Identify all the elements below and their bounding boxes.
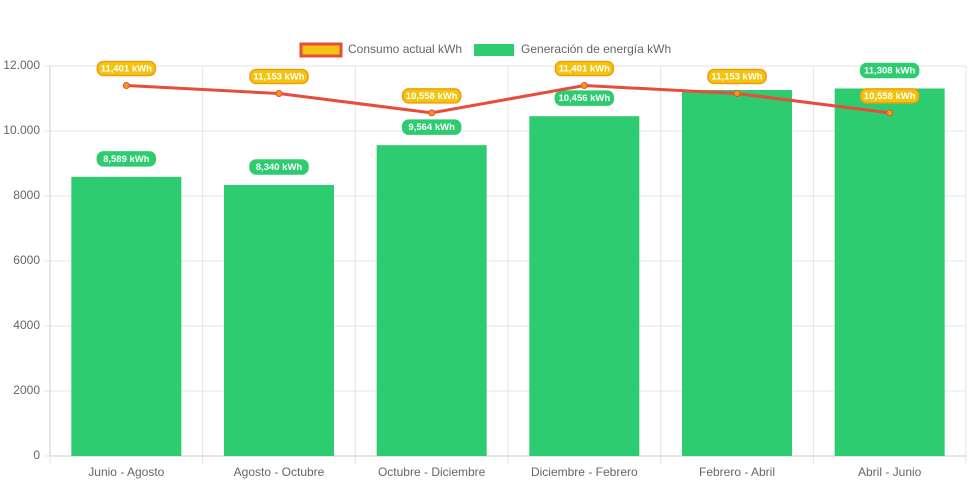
value-label: 10,456 kWh <box>558 93 610 104</box>
value-label: 10,558 kWh <box>864 91 916 102</box>
value-label-box <box>859 62 920 79</box>
bar <box>834 88 945 457</box>
x-tick-label: Junio - Agosto <box>88 465 164 479</box>
point <box>275 90 283 98</box>
value-label: 11,153 kWh <box>253 72 304 83</box>
value-label-box <box>401 88 462 104</box>
bar <box>376 145 487 457</box>
value-label-box <box>859 88 920 104</box>
point <box>428 109 436 117</box>
point <box>122 81 130 89</box>
legend-swatch <box>474 44 515 56</box>
value-label-box <box>707 68 767 85</box>
value-label: 10,558 kWh <box>406 91 458 102</box>
legend-label: Consumo actual kWh <box>348 42 462 56</box>
bar <box>529 116 640 457</box>
y-tick-label: 8000 <box>13 188 40 202</box>
point <box>733 90 741 98</box>
x-tick-label: Abril - Junio <box>858 465 922 479</box>
y-tick-label: 12.000 <box>3 58 40 72</box>
y-tick-label: 0 <box>33 448 40 462</box>
value-label: 11,401 kWh <box>559 63 610 74</box>
value-label-box <box>554 90 615 106</box>
value-label-box <box>96 151 157 167</box>
bar <box>71 176 182 457</box>
value-label-box <box>249 159 309 175</box>
value-label: 11,401 kWh <box>101 63 152 74</box>
point <box>886 109 894 117</box>
x-tick-label: Diciembre - Febrero <box>531 465 638 479</box>
value-label-box <box>554 60 615 77</box>
x-tick-label: Octubre - Diciembre <box>378 465 486 479</box>
y-tick-label: 10.000 <box>3 123 40 137</box>
line <box>126 83 890 115</box>
value-label: 8,340 kWh <box>256 162 303 173</box>
point <box>580 81 588 89</box>
value-label: 9,564 kWh <box>408 122 455 133</box>
value-label: 11,308 kWh <box>864 66 915 77</box>
bar <box>682 89 792 457</box>
y-tick-label: 2000 <box>13 383 40 397</box>
y-tick-label: 6000 <box>13 253 40 267</box>
x-tick-label: Agosto - Octubre <box>234 465 325 479</box>
bar <box>224 184 334 456</box>
value-label-box <box>96 60 157 77</box>
x-tick-label: Febrero - Abril <box>699 465 775 479</box>
value-label: 11,153 kWh <box>711 72 762 83</box>
legend-label: Generación de energía kWh <box>521 42 671 56</box>
value-label-box <box>249 68 309 85</box>
value-label-box <box>401 119 462 135</box>
legend-swatch <box>299 42 343 58</box>
y-tick-label: 4000 <box>13 318 40 332</box>
value-label: 8,589 kWh <box>103 154 150 165</box>
